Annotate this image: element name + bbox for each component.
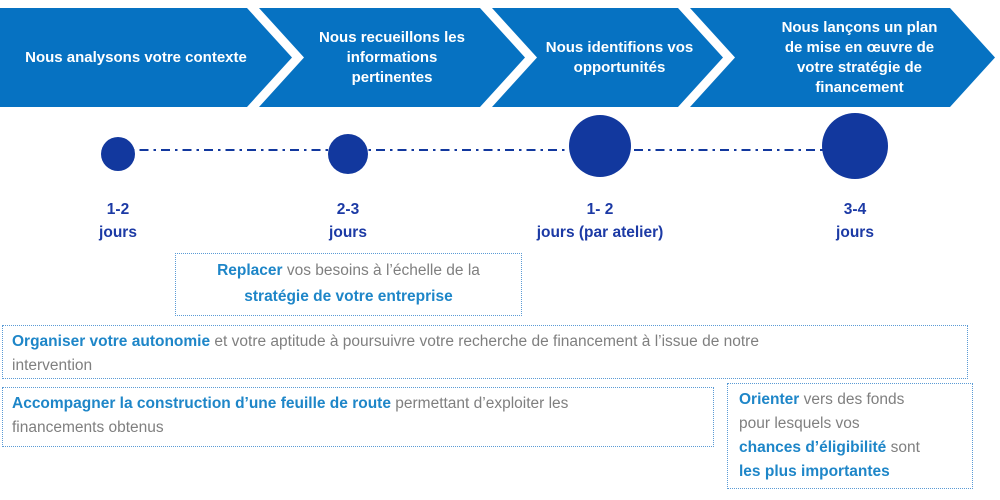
duration-label-2: 2-3 jours: [288, 198, 408, 244]
note-text: pour lesquels vos: [739, 415, 860, 432]
duration-value: 1-2: [106, 201, 130, 218]
duration-label-1: 1-2 jours: [58, 198, 178, 244]
duration-unit: jours: [329, 224, 367, 241]
duration-label-3: 1- 2 jours (par atelier): [490, 198, 710, 244]
milestone-circle-3: [569, 115, 631, 177]
duration-value: 2-3: [336, 201, 360, 218]
duration-value: 3-4: [843, 201, 867, 218]
note-highlight: Replacer: [217, 262, 283, 279]
chevron-step-2: [259, 8, 525, 107]
note-line: Accompagner la construction d’une feuill…: [12, 392, 704, 416]
note-line: intervention: [12, 354, 958, 378]
note-highlight: Orienter: [739, 391, 800, 408]
note-box-orienter: Orienter vers des fonds pour lesquels vo…: [727, 383, 973, 489]
duration-unit: jours: [99, 224, 137, 241]
note-text: vers des fonds: [799, 391, 905, 408]
duration-label-4: 3-4 jours: [795, 198, 915, 244]
note-highlight: stratégie de votre entreprise: [244, 288, 453, 305]
chevron-step-4: [690, 8, 995, 107]
chevron-step-3: [492, 8, 723, 107]
duration-unit: jours (par atelier): [536, 224, 664, 241]
note-text: permettant d’exploiter les: [390, 395, 569, 412]
note-box-organiser: Organiser votre autonomie et votre aptit…: [2, 325, 968, 379]
note-line: chances d’éligibilité sont: [739, 436, 961, 460]
note-text: intervention: [12, 357, 93, 374]
milestone-circle-4: [822, 113, 888, 179]
note-text: sont: [886, 439, 920, 456]
chevron-step-2-label: Nous recueillons les informations pertin…: [319, 28, 465, 86]
note-box-accompagner: Accompagner la construction d’une feuill…: [2, 387, 714, 447]
note-highlight: Accompagner la construction d’une feuill…: [12, 395, 391, 412]
chevron-step-1: [0, 8, 292, 107]
chevron-step-3-label: Nous identifions vos opportunités: [545, 38, 694, 76]
note-line: financements obtenus: [12, 416, 704, 440]
note-line: Organiser votre autonomie et votre aptit…: [12, 330, 958, 354]
note-highlight: Organiser votre autonomie: [12, 333, 211, 350]
milestone-circle-2: [328, 134, 368, 174]
note-highlight: les plus importantes: [739, 463, 890, 480]
note-line: Replacer vos besoins à l’échelle de la: [176, 258, 521, 284]
note-box-replacer: Replacer vos besoins à l’échelle de la s…: [175, 253, 522, 316]
note-line: les plus importantes: [739, 460, 961, 484]
note-line: stratégie de votre entreprise: [176, 284, 521, 310]
duration-unit: jours: [836, 224, 874, 241]
note-highlight: chances d’éligibilité: [739, 439, 887, 456]
note-line: Orienter vers des fonds: [739, 388, 961, 412]
note-line: pour lesquels vos: [739, 412, 961, 436]
duration-value: 1- 2: [586, 201, 614, 218]
chevron-step-1-label: Nous analysons votre contexte: [25, 48, 247, 66]
note-text: financements obtenus: [12, 419, 164, 436]
milestone-circle-1: [101, 137, 135, 171]
chevron-step-4-label: Nous lançons un plan de mise en œuvre de…: [781, 18, 938, 96]
note-text: et votre aptitude à poursuivre votre rec…: [210, 333, 759, 350]
note-text: vos besoins à l’échelle de la: [282, 262, 480, 279]
